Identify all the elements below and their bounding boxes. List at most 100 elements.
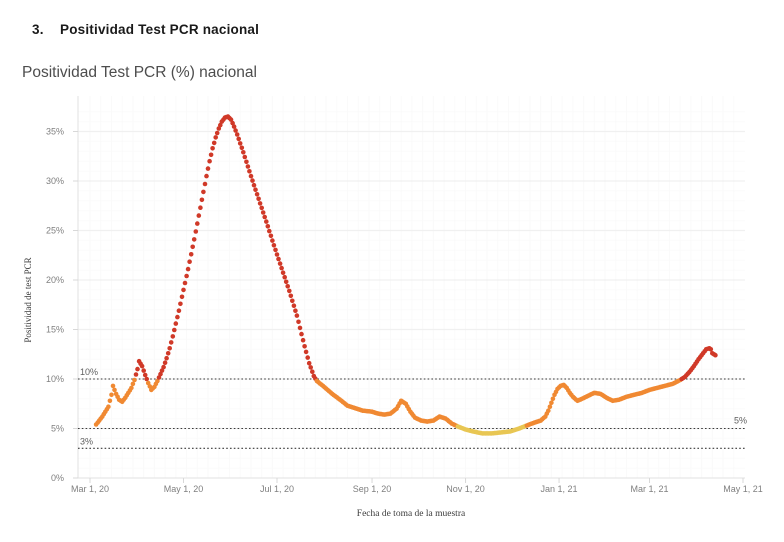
data-point	[195, 221, 200, 226]
data-point	[257, 201, 263, 206]
data-point	[713, 352, 718, 358]
section-title: Positividad Test PCR nacional	[60, 22, 260, 37]
data-point	[208, 152, 214, 158]
data-point	[173, 321, 179, 326]
data-point	[184, 273, 189, 279]
data-point	[277, 261, 283, 266]
data-point	[159, 368, 165, 373]
data-point	[210, 146, 215, 151]
data-point	[198, 205, 203, 210]
y-tick-label: 15%	[46, 325, 64, 335]
data-point	[303, 349, 309, 355]
data-point	[228, 117, 234, 122]
data-point	[237, 141, 243, 146]
data-point	[306, 360, 312, 366]
y-tick-label: 20%	[46, 275, 64, 285]
x-tick-label: Nov 1, 20	[446, 484, 485, 494]
data-point	[201, 189, 206, 195]
data-point	[294, 313, 300, 318]
data-point	[230, 120, 235, 126]
data-point	[297, 325, 303, 331]
data-point	[130, 381, 136, 387]
data-point	[248, 173, 254, 179]
data-point	[267, 228, 272, 234]
data-point	[182, 280, 188, 286]
data-point	[233, 128, 238, 133]
data-point	[259, 205, 265, 211]
data-point	[129, 385, 134, 391]
data-point	[204, 173, 209, 179]
data-point	[132, 377, 137, 383]
data-point	[302, 344, 307, 349]
data-point	[176, 308, 182, 314]
x-tick-label: May 1, 21	[723, 484, 763, 494]
data-point	[211, 140, 217, 146]
data-point	[282, 274, 288, 280]
data-point	[109, 392, 114, 398]
data-point	[708, 347, 714, 352]
data-point	[264, 219, 269, 224]
data-point	[167, 346, 172, 351]
y-tick-label: 5%	[51, 424, 64, 434]
data-point	[214, 130, 220, 136]
x-tick-label: May 1, 20	[164, 484, 204, 494]
chart-title: Positividad Test PCR (%) nacional	[22, 64, 257, 81]
data-point	[256, 196, 261, 202]
data-point	[170, 334, 176, 339]
data-point	[199, 197, 205, 203]
data-point	[185, 266, 191, 272]
data-point	[299, 331, 304, 337]
x-tick-label: Mar 1, 20	[71, 484, 109, 494]
data-point	[165, 351, 171, 356]
data-point	[260, 210, 266, 215]
data-point	[254, 192, 260, 197]
data-point	[139, 363, 145, 369]
data-point	[244, 159, 249, 165]
data-point	[193, 229, 199, 234]
x-tick-label: Mar 1, 21	[630, 484, 668, 494]
data-point	[288, 293, 294, 299]
data-point	[273, 247, 278, 253]
data-point	[293, 308, 298, 314]
section-heading: 3. Positividad Test PCR nacional	[32, 22, 259, 37]
data-point	[178, 301, 183, 307]
data-point	[285, 284, 291, 289]
reference-line-label: 5%	[734, 416, 747, 426]
data-point	[164, 355, 169, 361]
data-point	[283, 279, 289, 285]
data-point	[279, 265, 284, 271]
data-point	[276, 256, 281, 262]
data-point	[207, 158, 212, 164]
y-axis-title: Positividad de test PCR	[23, 257, 33, 342]
data-point	[271, 243, 277, 248]
data-point	[268, 233, 274, 239]
y-tick-label: 0%	[51, 473, 64, 483]
data-point	[300, 337, 306, 343]
data-point	[196, 213, 202, 218]
data-point	[168, 340, 174, 345]
x-axis-title: Fecha de toma de la muestra	[357, 509, 466, 519]
data-point	[245, 164, 251, 169]
data-point	[274, 252, 280, 257]
data-point	[188, 252, 194, 257]
data-point	[135, 366, 140, 372]
data-point	[191, 237, 197, 242]
data-point	[161, 364, 166, 370]
data-point	[231, 124, 237, 129]
data-point	[213, 135, 218, 140]
data-point	[162, 360, 168, 366]
data-point	[550, 396, 556, 402]
y-tick-label: 10%	[46, 374, 64, 384]
section-number: 3.	[32, 22, 44, 37]
reference-line-label: 10%	[80, 367, 98, 377]
data-point	[546, 408, 551, 414]
y-tick-label: 35%	[46, 127, 64, 137]
data-point	[265, 224, 271, 229]
data-point	[133, 372, 139, 377]
reference-line-label: 3%	[80, 436, 93, 446]
data-point	[155, 378, 160, 384]
data-point	[251, 182, 257, 188]
data-point	[144, 376, 149, 382]
